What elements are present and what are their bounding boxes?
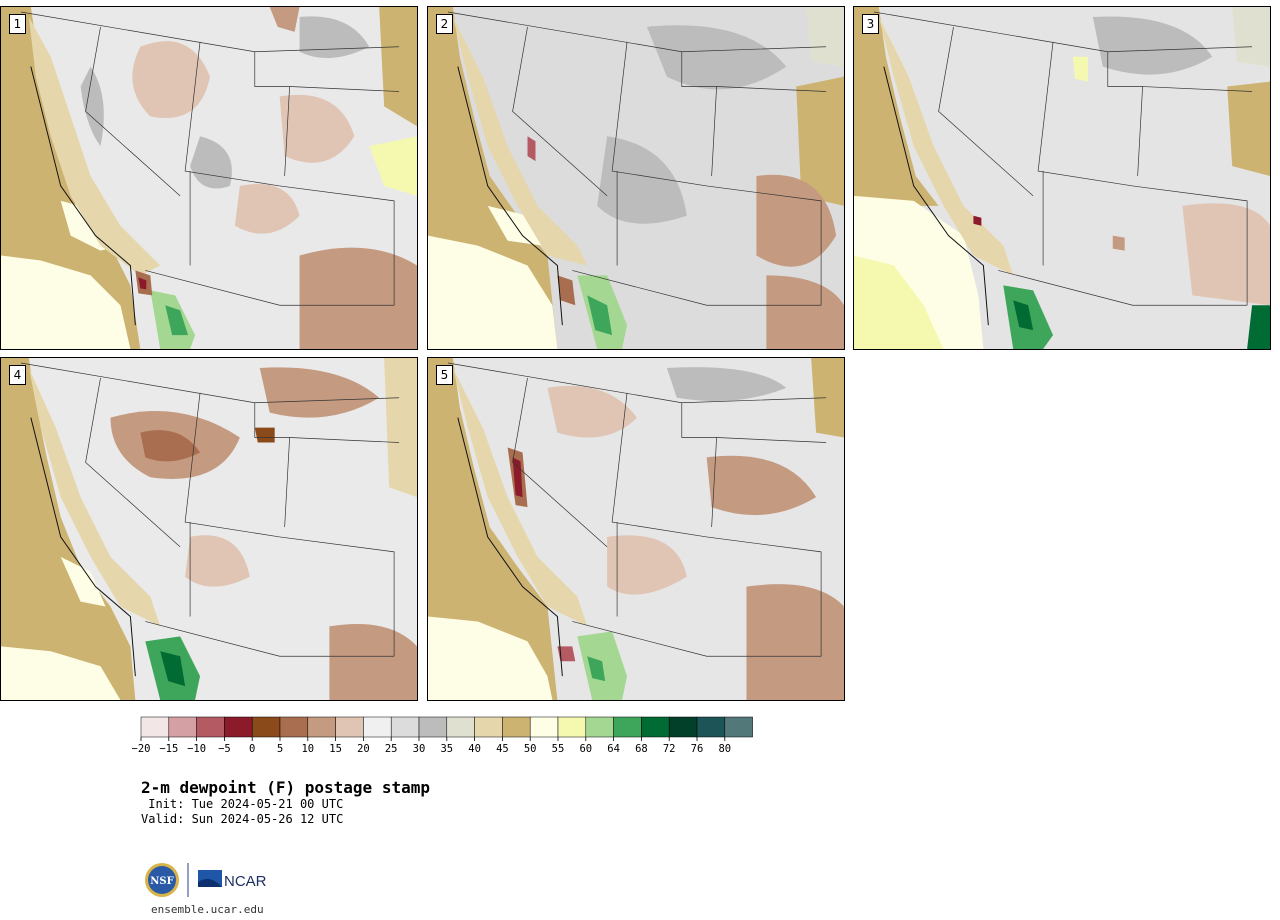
colorbar-tick-label: 15 bbox=[329, 743, 342, 755]
site-url: ensemble.ucar.edu bbox=[151, 903, 264, 916]
dewpoint-map-4 bbox=[1, 358, 417, 700]
colorbar-swatch bbox=[557, 716, 587, 738]
colorbar-swatch bbox=[474, 716, 503, 738]
member-label: 5 bbox=[436, 365, 453, 385]
colorbar-tick-label: 0 bbox=[249, 743, 255, 755]
member-label: 2 bbox=[436, 14, 453, 34]
colorbar-swatch bbox=[196, 716, 225, 738]
colorbar-swatch bbox=[224, 716, 253, 738]
colorbar-swatch bbox=[529, 716, 559, 738]
colorbar-swatch bbox=[418, 716, 448, 738]
colorbar-swatch bbox=[585, 716, 614, 738]
colorbar-swatch bbox=[335, 716, 364, 738]
colorbar-swatch bbox=[641, 716, 670, 738]
nsf-logo-icon: NSF bbox=[145, 863, 179, 897]
ncar-logo-icon: NCAR bbox=[198, 870, 267, 890]
colorbar-swatch bbox=[390, 716, 420, 738]
colorbar-tick-label: 68 bbox=[635, 743, 648, 755]
colorbar-swatch bbox=[696, 716, 726, 738]
member-label: 4 bbox=[9, 365, 26, 385]
colorbar-tick-label: −20 bbox=[132, 743, 151, 755]
colorbar-tick-label: −10 bbox=[187, 743, 206, 755]
member-panel-1: 1 bbox=[0, 6, 418, 350]
member-panel-3: 3 bbox=[853, 6, 1271, 350]
colorbar-tick-label: 76 bbox=[691, 743, 704, 755]
colorbar-tick-label: 25 bbox=[385, 743, 398, 755]
colorbar-tick-label: 50 bbox=[524, 743, 537, 755]
dewpoint-map-5 bbox=[428, 358, 844, 700]
colorbar-tick-label: −5 bbox=[218, 743, 231, 755]
member-panel-4: 4 bbox=[0, 357, 418, 701]
valid-time: Valid: Sun 2024-05-26 12 UTC bbox=[141, 812, 344, 826]
dewpoint-map-2 bbox=[428, 7, 844, 349]
dewpoint-map-3 bbox=[854, 7, 1270, 349]
colorbar-swatch bbox=[251, 716, 281, 738]
colorbar-tick-label: 60 bbox=[579, 743, 592, 755]
colorbar-tick-label: 45 bbox=[496, 743, 509, 755]
colorbar-tick-label: 55 bbox=[552, 743, 565, 755]
colorbar-tick-label: 72 bbox=[663, 743, 676, 755]
colorbar-tick-label: −15 bbox=[159, 743, 178, 755]
colorbar-tick-label: 80 bbox=[718, 743, 731, 755]
member-panel-5: 5 bbox=[427, 357, 845, 701]
colorbar-swatch bbox=[613, 716, 642, 738]
dewpoint-map-1 bbox=[1, 7, 417, 349]
colorbar-swatch bbox=[668, 716, 698, 738]
colorbar-tick-label: 40 bbox=[468, 743, 481, 755]
member-panel-2: 2 bbox=[427, 6, 845, 350]
dewpoint-colorbar: −20 −15 −10 −5 0 5 10 15 20 25 30 35 40 45 50 55 60 64 68 7… bbox=[132, 716, 753, 755]
colorbar-tick-label: 30 bbox=[413, 743, 426, 755]
colorbar-swatch bbox=[140, 716, 170, 738]
init-time: Init: Tue 2024-05-21 00 UTC bbox=[141, 797, 344, 811]
colorbar-swatch bbox=[307, 716, 336, 738]
colorbar-swatch bbox=[363, 716, 392, 738]
colorbar-tick-label: 10 bbox=[301, 743, 314, 755]
colorbar-tick-label: 5 bbox=[277, 743, 283, 755]
colorbar-swatch bbox=[168, 716, 197, 738]
sponsor-logos: NSF NCAR bbox=[145, 863, 267, 897]
colorbar-tick-label: 35 bbox=[440, 743, 453, 755]
colorbar-tick-label: 64 bbox=[607, 743, 620, 755]
member-label: 3 bbox=[862, 14, 879, 34]
colorbar-swatch bbox=[724, 716, 753, 738]
colorbar-swatch bbox=[502, 716, 531, 738]
colorbar-swatch bbox=[279, 716, 309, 738]
nsf-logo-text: NSF bbox=[150, 876, 173, 887]
product-title: 2-m dewpoint (F) postage stamp bbox=[141, 778, 430, 797]
colorbar-swatch bbox=[446, 716, 475, 738]
colorbar-tick-label: 20 bbox=[357, 743, 370, 755]
ncar-logo-text: NCAR bbox=[224, 873, 267, 890]
member-label: 1 bbox=[9, 14, 26, 34]
